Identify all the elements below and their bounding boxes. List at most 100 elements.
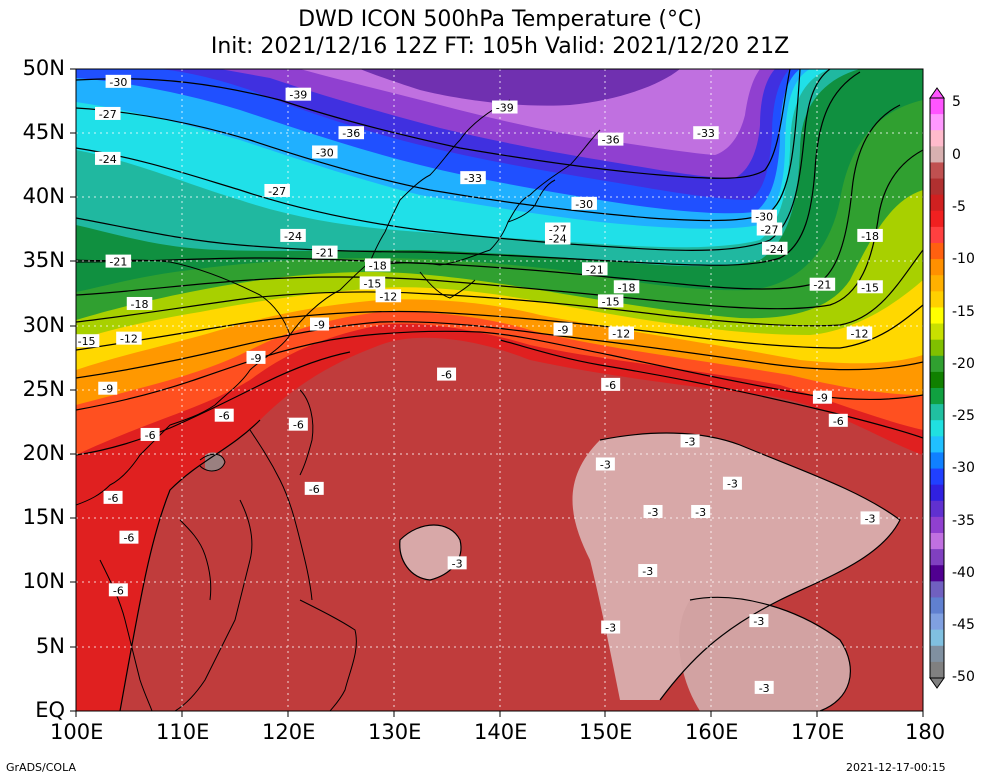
contour-label-bg xyxy=(280,228,306,242)
contour-label-bg xyxy=(264,183,290,197)
colorbar-label: -30 xyxy=(952,460,975,476)
contour-label-bg xyxy=(364,258,391,272)
contour-label-bg xyxy=(544,231,571,245)
contour-label-text: -15 xyxy=(602,295,620,308)
lat-label: 35N xyxy=(22,248,65,272)
contour-label-text: -6 xyxy=(123,532,134,545)
colorbar-swatch xyxy=(930,661,944,679)
contour-label-text: -30 xyxy=(755,211,773,224)
contour-label: -6 xyxy=(119,530,139,545)
colorbar-swatch xyxy=(930,98,944,115)
contour-label: -18 xyxy=(126,296,153,311)
band-purple xyxy=(300,69,760,155)
contour-label-text: -30 xyxy=(109,76,127,89)
colorbar-swatch xyxy=(930,420,944,437)
contour-label-bg xyxy=(857,228,883,242)
colorbar-swatch xyxy=(930,355,944,373)
contour-label: -24 xyxy=(280,228,306,243)
contour-label: -9 xyxy=(310,317,330,332)
contour-label: -6 xyxy=(437,367,457,382)
contour-label: -3 xyxy=(749,614,769,628)
contour-label: -3 xyxy=(680,434,700,448)
footer-credit: GrADS/COLA xyxy=(6,761,76,774)
contour-label-bg xyxy=(595,457,615,471)
colorbar-swatch xyxy=(930,130,944,147)
contour-label: -3 xyxy=(643,504,663,519)
contour-label: -30 xyxy=(751,209,777,224)
contour-label-bg xyxy=(608,326,635,340)
contour-label: -39 xyxy=(285,87,312,102)
contour-label: -33 xyxy=(693,126,719,140)
contour-label: -39 xyxy=(492,100,518,115)
band-deep-violet xyxy=(360,69,680,106)
colorbar-label: -50 xyxy=(952,669,975,685)
contour-label: -24 xyxy=(762,241,788,256)
colorbar-swatch xyxy=(930,243,944,260)
contour-label-text: -33 xyxy=(464,172,482,185)
contour-label-bg xyxy=(140,427,160,441)
contour-label-bg xyxy=(860,511,880,525)
contour-label-bg xyxy=(310,317,330,331)
contour-label: -15 xyxy=(597,294,624,308)
colorbar-swatch xyxy=(930,500,944,518)
contour-label: -9 xyxy=(98,381,118,396)
lat-label: 30N xyxy=(22,313,65,337)
contour-label-bg xyxy=(597,132,624,146)
contour-label: -36 xyxy=(338,126,365,140)
lon-label: 150E xyxy=(579,720,633,744)
contour-label-bg xyxy=(601,620,621,634)
contour-label-text: -6 xyxy=(605,379,616,392)
map-subtitle: Init: 2021/12/16 12Z FT: 105h Valid: 202… xyxy=(210,34,790,59)
colorbar-swatch xyxy=(930,275,944,292)
contour-label-text: -39 xyxy=(496,102,514,115)
contour-label-bg xyxy=(76,334,100,348)
contour-label-bg xyxy=(693,126,719,140)
contour-label-bg xyxy=(828,413,848,427)
contour-label-bg xyxy=(246,350,266,364)
colorbar-swatch xyxy=(930,388,944,405)
contour-label-text: -6 xyxy=(219,410,230,423)
contour-label-bg xyxy=(312,145,338,159)
contour-label: -27 xyxy=(95,106,121,121)
contour-label-bg xyxy=(722,476,742,490)
colorbar-swatch xyxy=(930,516,944,534)
contour-label: -21 xyxy=(105,254,132,269)
contour-label-text: -30 xyxy=(575,198,593,211)
contour-label: -6 xyxy=(828,413,848,428)
contour-label-bg xyxy=(571,196,597,210)
contour-label-bg xyxy=(460,171,486,185)
colorbar-swatch xyxy=(930,226,944,244)
contour-label-text: -3 xyxy=(642,565,653,578)
contour-label-bg xyxy=(680,434,700,448)
colorbar-label: -15 xyxy=(952,304,975,320)
grid-lines xyxy=(76,69,923,711)
lat-label: 10N xyxy=(22,569,65,593)
band-pale-se xyxy=(679,597,851,711)
lat-label: 45N xyxy=(22,120,65,144)
contour-label-bg xyxy=(643,504,663,518)
coastlines xyxy=(76,99,601,711)
lat-label: 5N xyxy=(35,634,65,658)
colorbar-swatch xyxy=(930,533,944,550)
contour-label-bg xyxy=(812,390,832,404)
colorbar-swatch xyxy=(930,436,944,453)
contour-label-text: -30 xyxy=(316,146,334,159)
contour-label-text: -18 xyxy=(618,281,636,294)
colorbar-swatch xyxy=(930,307,944,325)
contour-label-bg xyxy=(749,614,769,628)
contour-label: -27 xyxy=(756,222,783,237)
colorbar-swatch xyxy=(930,468,944,486)
lat-label: 40N xyxy=(22,184,65,208)
colorbar-swatch xyxy=(930,291,944,308)
contour-label-text: -12 xyxy=(120,333,138,346)
colorbar-swatch xyxy=(930,146,944,163)
contour-label: -3 xyxy=(447,556,467,570)
colorbar-min-arrow xyxy=(929,677,945,689)
contour-label-text: -12 xyxy=(850,328,868,341)
band-pale-spot xyxy=(205,452,224,472)
contour-label-bg xyxy=(691,504,711,518)
colorbar-swatch xyxy=(930,371,944,389)
colorbar-swatch xyxy=(930,404,944,421)
contour-label: -6 xyxy=(304,481,324,496)
contour-label-text: -36 xyxy=(602,134,620,147)
